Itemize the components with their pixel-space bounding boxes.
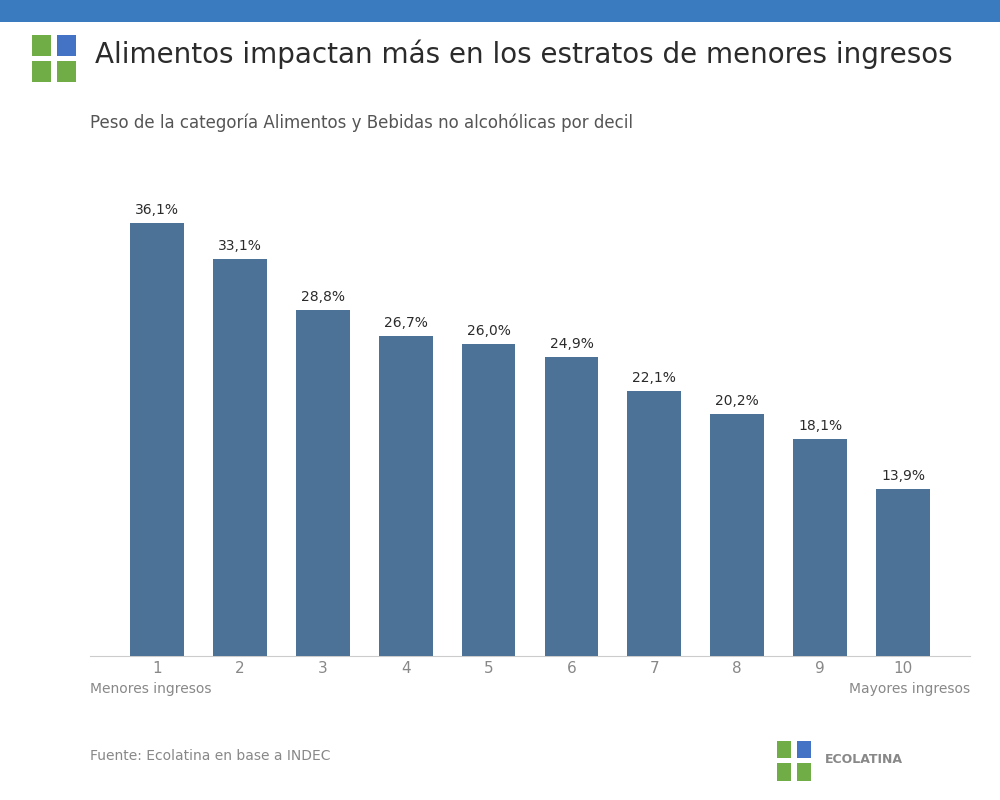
Bar [710,414,764,656]
Bar [793,438,847,656]
Text: Fuente: Ecolatina en base a INDEC: Fuente: Ecolatina en base a INDEC [90,749,330,763]
Text: 18,1%: 18,1% [798,418,842,433]
Text: ECOLATINA: ECOLATINA [825,753,903,766]
Text: Menores ingresos: Menores ingresos [90,682,212,695]
Text: Alimentos impactan más en los estratos de menores ingresos: Alimentos impactan más en los estratos d… [95,40,953,69]
Bar [379,336,433,656]
Bar [797,741,811,758]
Bar [797,763,811,781]
Bar [32,9,51,30]
Text: 36,1%: 36,1% [135,202,179,217]
Text: Peso de la categoría Alimentos y Bebidas no alcohólicas por decil: Peso de la categoría Alimentos y Bebidas… [90,114,633,132]
Text: 26,7%: 26,7% [384,315,428,330]
Bar [627,390,681,656]
Bar [777,741,791,758]
Bar [57,9,76,30]
Bar [296,310,350,656]
Bar [57,61,76,82]
Text: 26,0%: 26,0% [467,324,510,338]
Text: Mayores ingresos: Mayores ingresos [849,682,970,695]
Bar [777,763,791,781]
Bar [130,222,184,656]
Bar [876,489,930,656]
Text: 13,9%: 13,9% [881,469,925,483]
Bar [777,718,791,736]
Text: 28,8%: 28,8% [301,290,345,304]
Text: 24,9%: 24,9% [550,338,593,351]
Bar [57,35,76,56]
Bar [545,357,598,656]
Text: 33,1%: 33,1% [218,238,262,253]
Text: 22,1%: 22,1% [632,370,676,385]
Bar [32,61,51,82]
Text: 20,2%: 20,2% [715,394,759,408]
Bar [32,35,51,56]
Bar [213,258,267,656]
Bar [462,344,515,656]
Bar [797,718,811,736]
